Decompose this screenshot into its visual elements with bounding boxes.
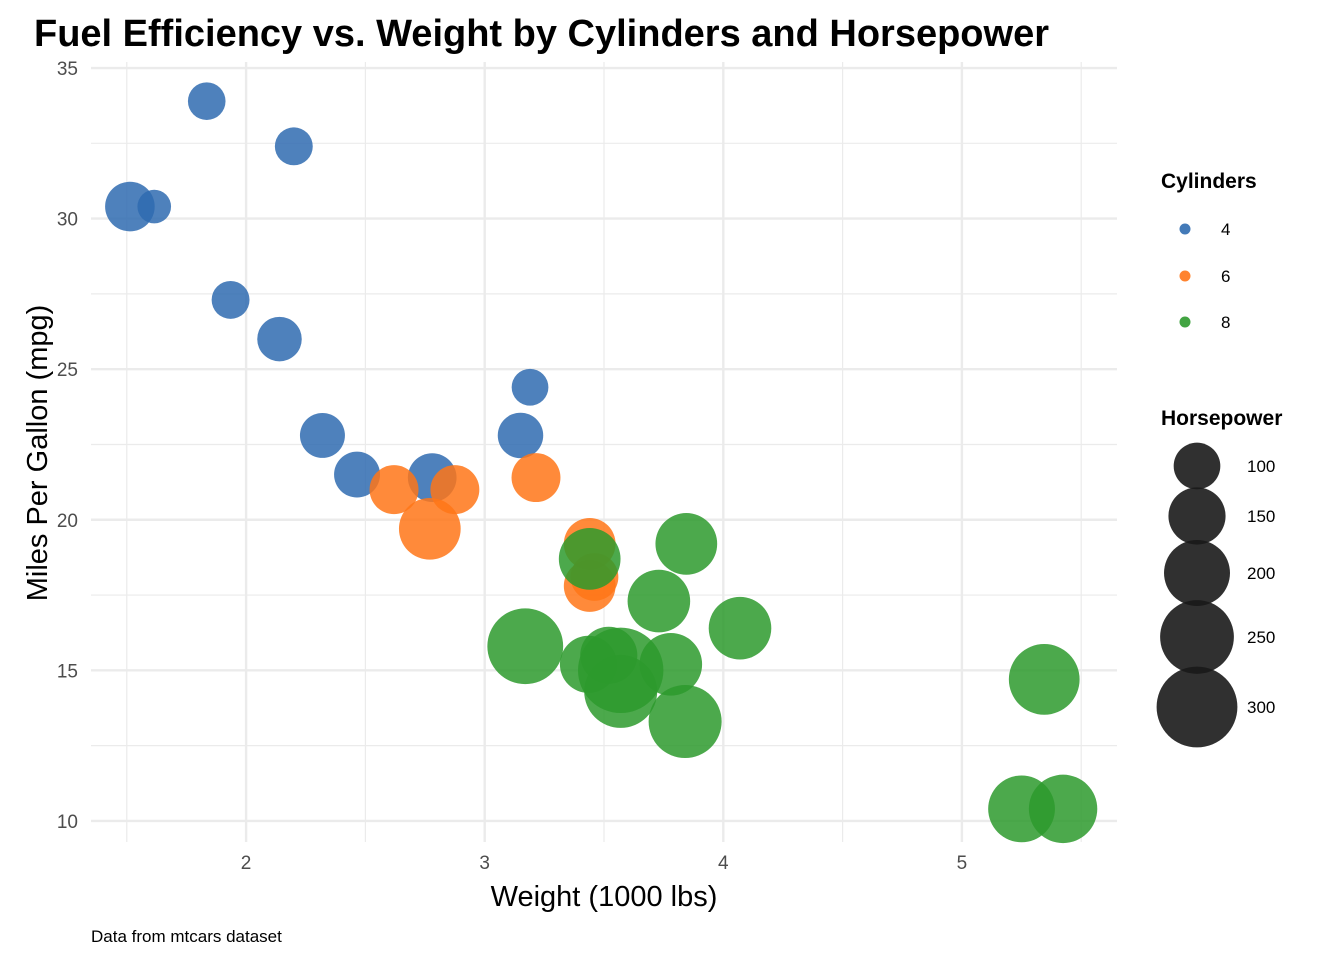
data-point-cyl-8 (1008, 644, 1080, 715)
data-point-cyl-6 (398, 497, 461, 560)
x-tick-label: 3 (479, 853, 490, 874)
chart-title: Fuel Efficiency vs. Weight by Cylinders … (34, 13, 1049, 55)
data-point-cyl-4 (334, 451, 381, 498)
size-legend-key-200 (1164, 540, 1230, 606)
y-axis-title: Miles Per Gallon (mpg) (22, 305, 54, 602)
y-tick-label: 20 (57, 511, 78, 532)
color-legend-key-8 (1179, 316, 1191, 328)
size-legend-label-150: 150 (1247, 507, 1275, 526)
data-point-cyl-4 (274, 127, 313, 166)
size-legend-label-250: 250 (1247, 628, 1275, 647)
data-point-cyl-6 (511, 453, 561, 503)
color-legend-label-4: 4 (1221, 220, 1230, 239)
y-tick-label: 35 (57, 59, 78, 80)
grid (91, 62, 1117, 842)
data-point-cyl-8 (487, 608, 564, 685)
x-tick-label: 4 (718, 853, 729, 874)
tick-labels: 2 3 4 5 10 15 20 25 30 35 (57, 59, 967, 874)
color-legend-key-6 (1179, 270, 1191, 282)
x-tick-label: 2 (241, 853, 252, 874)
size-legend-key-300 (1156, 666, 1238, 748)
data-point-cyl-8 (1028, 774, 1098, 844)
data-point-cyl-8 (627, 569, 691, 633)
x-axis-title: Weight (1000 lbs) (491, 881, 718, 913)
data-point-cyl-8 (655, 512, 718, 575)
size-legend-label-100: 100 (1247, 457, 1275, 476)
size-legend-label-300: 300 (1247, 698, 1275, 717)
size-legend-label-200: 200 (1247, 564, 1275, 583)
color-legend-label-8: 8 (1221, 313, 1230, 332)
data-point-cyl-8 (708, 596, 772, 660)
size-legend: Horsepower 100 150 200 250 300 (1156, 407, 1282, 748)
caption: Data from mtcars dataset (91, 927, 282, 946)
color-legend-title: Cylinders (1161, 170, 1257, 193)
data-point-cyl-4 (187, 82, 226, 120)
data-point-cyl-4 (105, 181, 155, 232)
color-legend-key-4 (1179, 223, 1191, 235)
size-legend-key-150 (1168, 487, 1226, 545)
data-point-cyl-4 (299, 412, 345, 458)
data-point-cyl-4 (211, 280, 250, 319)
y-tick-label: 10 (57, 812, 78, 833)
color-legend-label-6: 6 (1221, 267, 1230, 286)
data-point-cyl-6 (369, 465, 419, 515)
y-tick-label: 30 (57, 210, 78, 231)
x-tick-label: 5 (957, 853, 968, 874)
data-point-cyl-4 (257, 316, 302, 362)
data-point-cyl-8 (648, 685, 722, 759)
color-legend-keys: 4 6 8 (1179, 220, 1230, 332)
color-legend: Cylinders 4 6 8 (1161, 170, 1257, 332)
size-legend-title: Horsepower (1161, 407, 1282, 430)
y-tick-label: 15 (57, 661, 78, 682)
data-points (105, 82, 1098, 844)
data-point-cyl-8 (558, 528, 621, 590)
size-legend-keys: 100 150 200 250 300 (1156, 442, 1275, 748)
data-point-cyl-8 (578, 627, 664, 714)
size-legend-key-100 (1173, 442, 1221, 490)
data-point-cyl-4 (511, 368, 549, 406)
y-tick-label: 25 (57, 360, 78, 381)
data-point-cyl-4 (497, 412, 544, 459)
size-legend-key-250 (1160, 600, 1234, 674)
